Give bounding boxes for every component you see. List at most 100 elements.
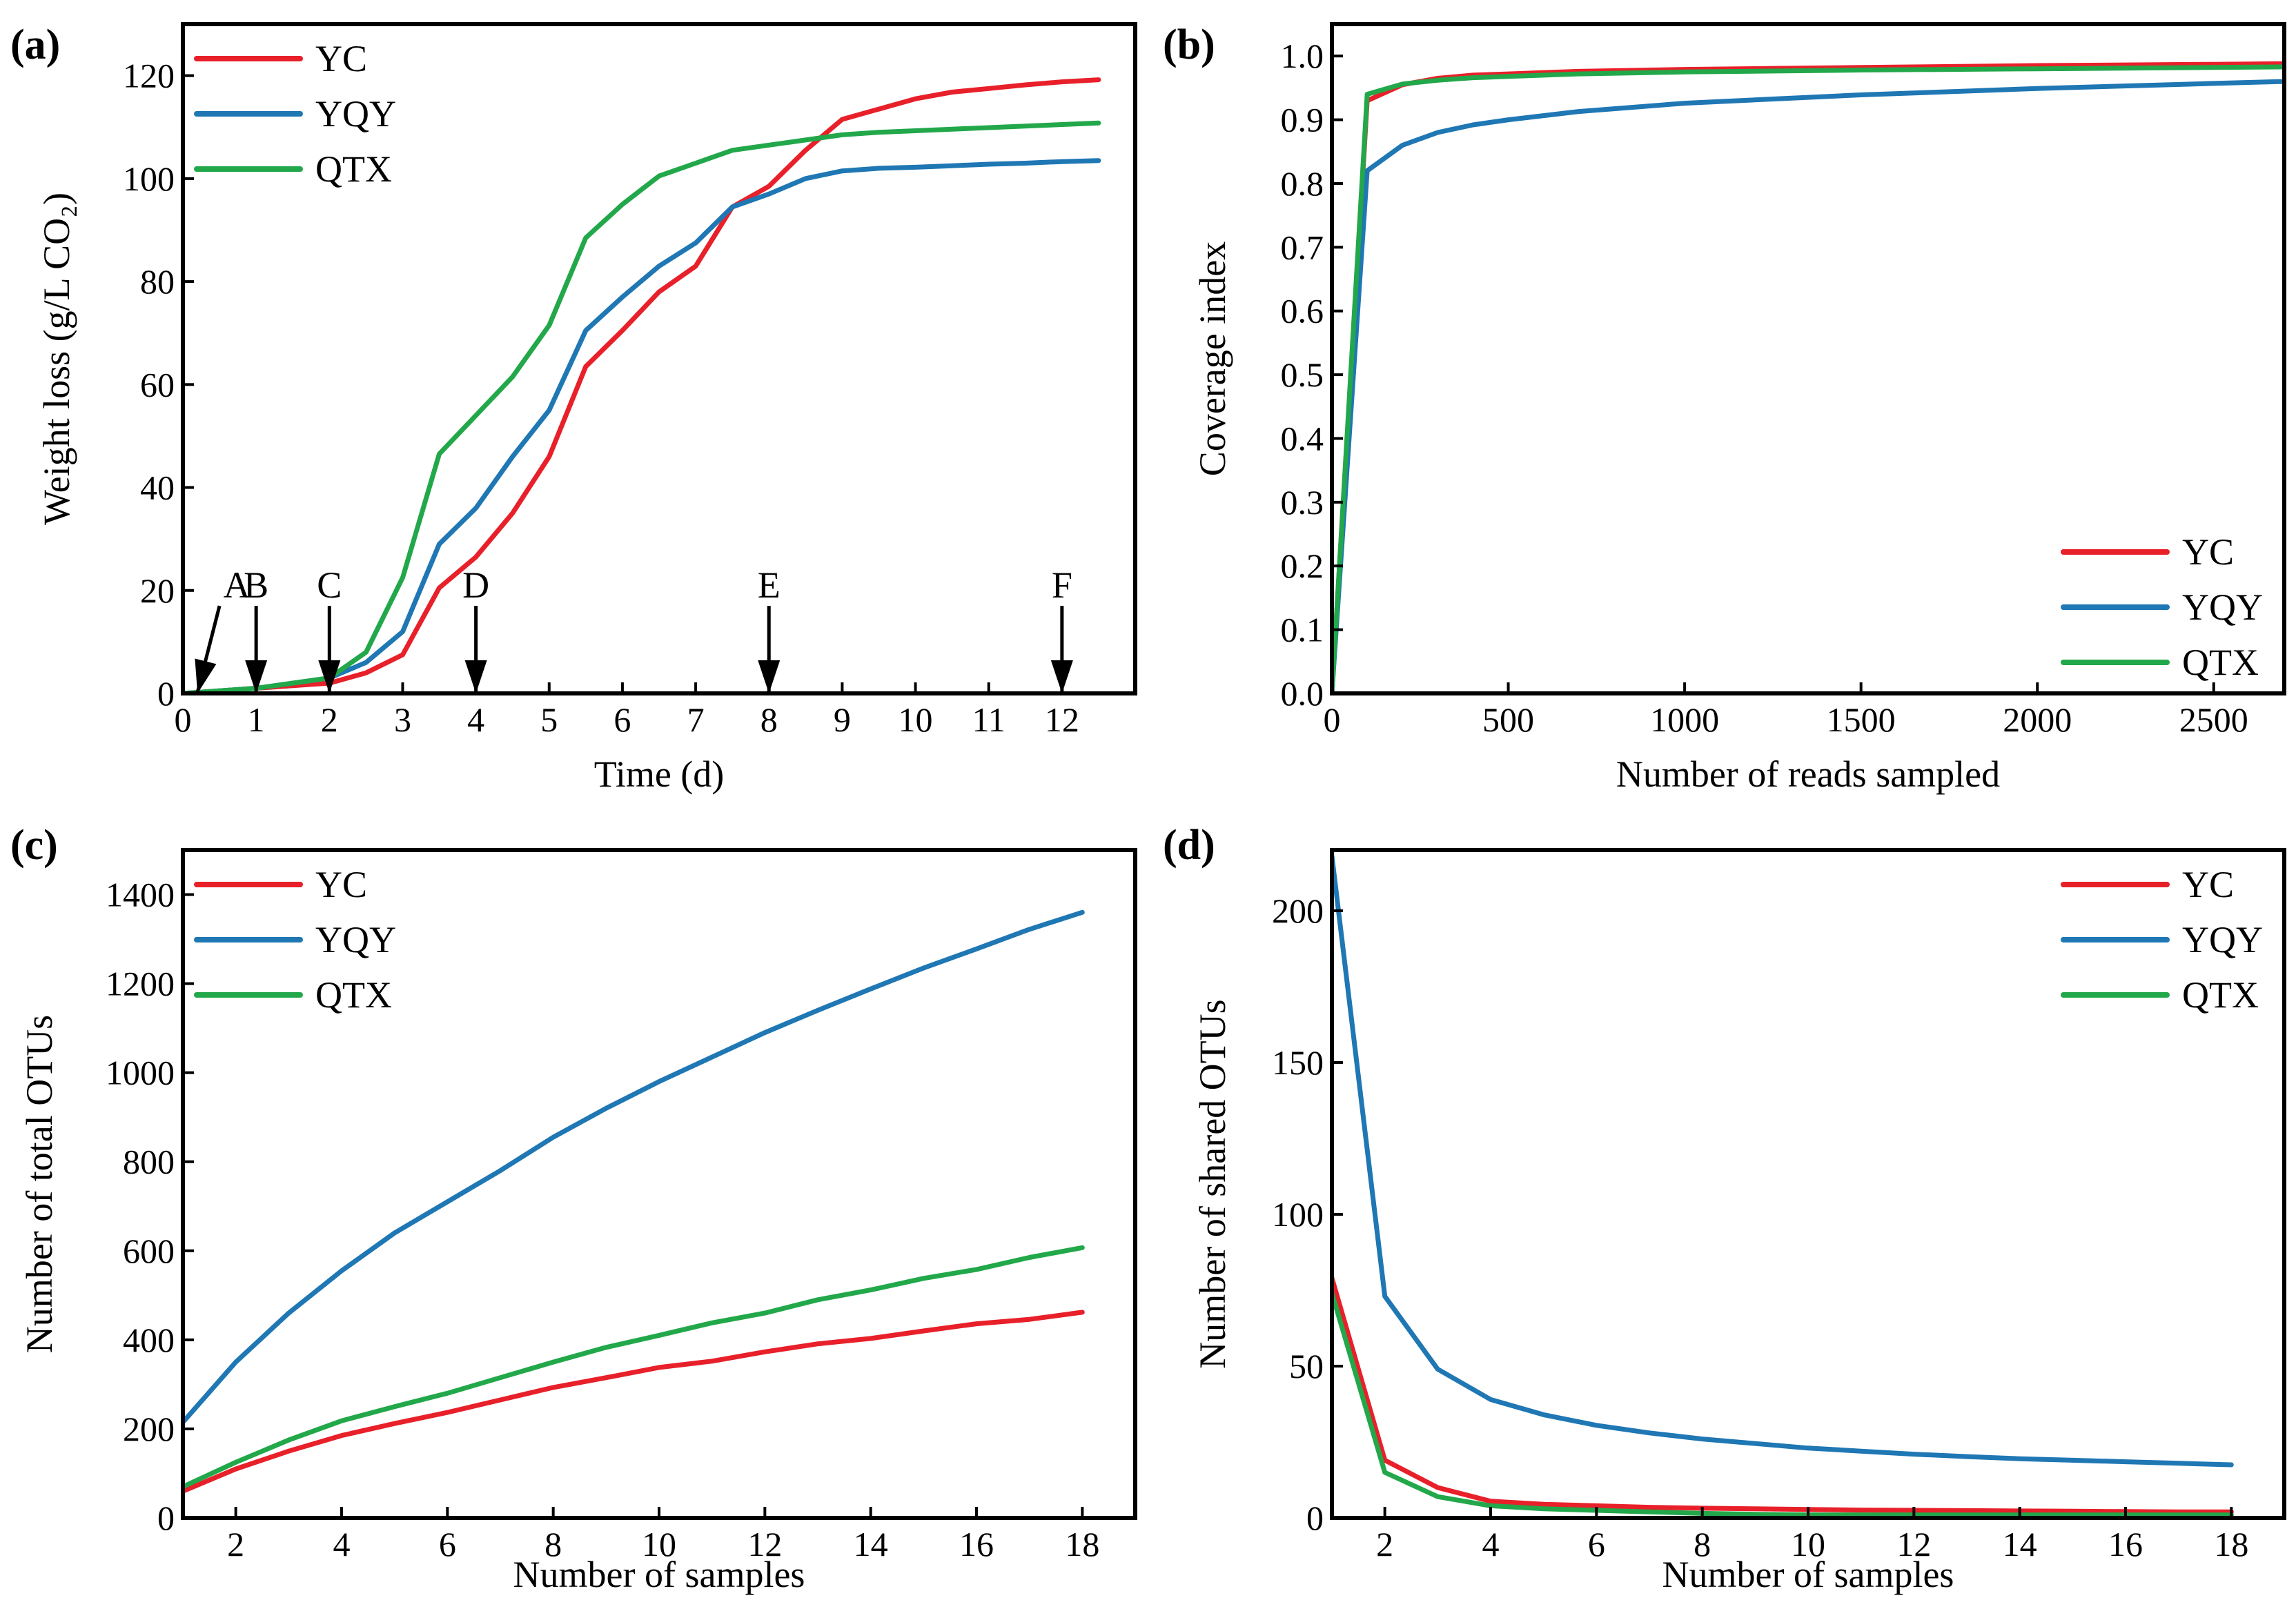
series-line-yc [1332,61,2284,693]
x-tick-label: 6 [614,700,631,739]
y-tick-label: 20 [140,571,175,610]
y-axis-label: Weight loss (g/L CO₂) [36,193,77,525]
legend-label: QTX [315,148,392,190]
x-tick-label: 2 [1376,1525,1393,1563]
chart-panel-c: (c) 2 4 6 8 10 12 14 16 18 0 200 400 600 800 1000 1200 14… [10,822,1137,1595]
x-tick-label: 3 [394,700,411,739]
panel-label: (c) [10,822,58,869]
x-axis-label: Number of reads sampled [1616,753,2000,795]
chart-panel-b: (b) 0 500 1000 1500 2000 2500 0.0 0.1 0.2 0.3 0.4 0.… [1163,21,2286,795]
x-tick-label: 18 [2214,1525,2248,1563]
x-tick-label: 18 [1065,1525,1099,1563]
y-tick-label: 120 [123,57,175,95]
y-tick-label: 0.7 [1281,228,1324,266]
annotation-arrow-head [318,660,341,693]
x-tick-label: 0 [175,700,192,739]
x-tick-label: 1500 [1827,700,1896,739]
x-tick-label: 6 [1588,1525,1605,1563]
x-tick-label: 4 [1482,1525,1500,1563]
legend-item-yc: YC [2061,531,2234,573]
annotation-b: B [244,564,268,693]
y-tick-label: 0.5 [1281,355,1324,394]
series-group [1332,853,2234,1518]
series-line-qtx [1332,1290,2234,1518]
x-tick-label: 11 [972,700,1005,739]
x-tick-label: 8 [761,700,778,739]
x-tick-label: 1 [248,700,265,739]
annotation-label: F [1052,564,1072,606]
legend-label: YC [315,864,367,905]
plot-frame [1330,22,2286,695]
x-tick-label: 2000 [2003,700,2072,739]
annotation-label: D [462,564,489,606]
x-tick-label: 4 [467,700,484,739]
legend-item-yqy: YQY [2061,919,2263,960]
y-tick-label: 0 [157,1499,175,1537]
x-tick-label: 14 [854,1525,888,1563]
x-tick-label: 500 [1482,700,1534,739]
legend-item-yc: YC [194,38,367,79]
legend-label: YQY [2182,919,2263,960]
legend-label: YQY [315,93,396,135]
annotation-e: E [758,564,781,693]
legend-label: YQY [2182,586,2263,628]
legend-label: QTX [315,974,392,1016]
x-tick-label: 1000 [1650,700,1719,739]
x-tick-label: 6 [439,1525,456,1563]
legend-label: QTX [2182,974,2259,1016]
series-group [183,909,1085,1494]
x-tick-label: 10 [642,1525,676,1563]
x-tick-label: 4 [333,1525,351,1563]
x-tick-label: 16 [2108,1525,2143,1563]
y-tick-label: 50 [1289,1347,1324,1385]
y-tick-label: 0.2 [1281,546,1324,585]
x-tick-label: 10 [899,700,933,739]
panel-label: (d) [1163,822,1215,869]
y-tick-label: 0 [157,674,175,713]
legend: YC YQY QTX [194,38,396,190]
y-axis-label: Number of shared OTUs [1192,999,1233,1368]
series-line-yqy [183,909,1085,1425]
y-tick-label: 1400 [106,876,175,914]
y-tick-label: 80 [140,262,175,301]
y-tick-label: 0.8 [1281,164,1324,203]
legend-item-qtx: QTX [194,974,392,1016]
legend-item-yqy: YQY [2061,586,2263,628]
series-line-yc [183,1310,1085,1494]
annotation-label: E [758,564,781,606]
x-tick-label: 5 [540,700,558,739]
annotation-arrow-head [758,660,781,693]
y-axis-label: Number of total OTUs [19,1015,60,1353]
x-tick-label: 2 [227,1525,244,1563]
panel-label: (a) [10,21,60,68]
series-line-qtx [1332,64,2284,693]
annotation-arrow-head [195,658,217,693]
legend-item-qtx: QTX [2061,642,2259,683]
legend-item-yqy: YQY [194,919,396,960]
x-tick-label: 2 [321,700,338,739]
legend-item-yc: YC [2061,864,2234,905]
annotation-arrow-head [245,660,268,693]
annotation-a: A [195,564,251,693]
y-tick-label: 1200 [106,965,175,1003]
annotation-f: F [1050,564,1073,693]
annotation-label: C [317,564,342,606]
x-tick-label: 9 [834,700,851,739]
y-tick-label: 1.0 [1281,37,1324,75]
series-line-yc [1332,1275,2234,1514]
legend-label: YC [315,38,367,79]
legend-label: YC [2182,864,2234,905]
y-tick-label: 1000 [106,1054,175,1092]
annotation-label: A [224,564,251,606]
y-tick-label: 150 [1272,1043,1324,1082]
plot-frame [1330,848,2286,1520]
x-tick-label: 8 [1694,1525,1711,1563]
annotation-d: D [462,564,489,693]
y-axis-label: Coverage index [1192,241,1233,476]
legend-item-qtx: QTX [194,148,392,190]
annotation-c: C [317,564,342,693]
legend-label: YC [2182,531,2234,573]
panel-label: (b) [1163,21,1215,68]
